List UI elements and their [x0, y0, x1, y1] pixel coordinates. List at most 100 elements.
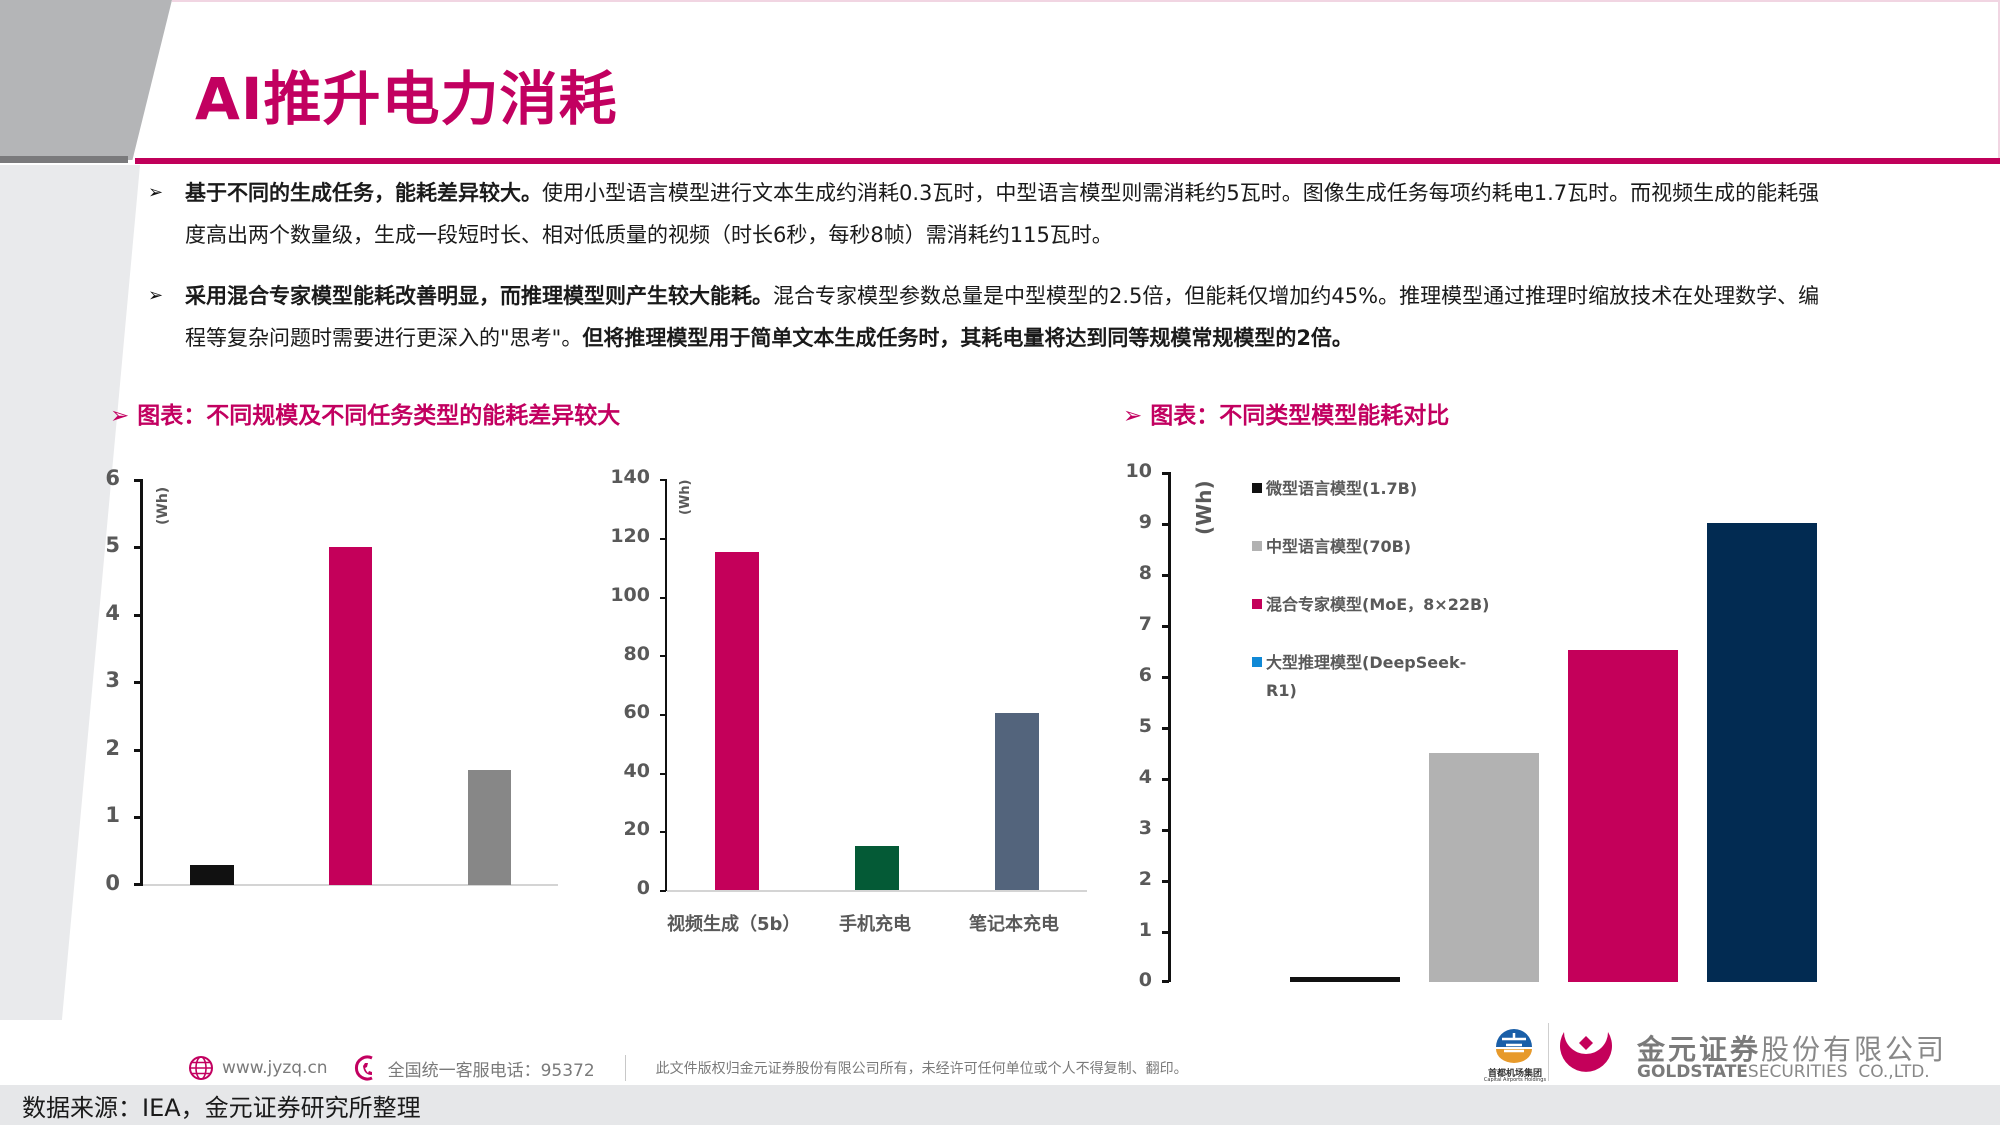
y-tick	[134, 816, 143, 819]
bullet-2-text-line2: 程等复杂问题时需要进行更深入的"思考"。	[185, 326, 583, 350]
bullet-1-text: 使用小型语言模型进行文本生成约消耗0.3瓦时，中型语言模型则需消耗约5瓦时。图像…	[542, 181, 1820, 205]
goldstate-logo-icon	[1560, 1032, 1612, 1072]
bar-small-llm	[190, 865, 234, 885]
bar-moe	[1568, 650, 1678, 982]
y-tick	[660, 714, 666, 716]
bar-image-gen	[468, 770, 511, 885]
y-tick	[1162, 931, 1169, 934]
y-tick-label: 9	[1138, 511, 1152, 533]
bar-phone-charge	[855, 846, 899, 890]
globe-icon	[189, 1056, 213, 1080]
y-tick-label: 60	[623, 701, 650, 723]
y-tick-label: 5	[105, 533, 120, 557]
y-tick-label: 1	[1138, 919, 1152, 941]
plot-area	[667, 479, 1087, 890]
y-tick	[1162, 880, 1169, 883]
bullet-arrow-icon: ➢	[148, 285, 164, 306]
y-tick	[134, 681, 143, 684]
bullet-2-bold: 采用混合专家模型能耗改善明显，而推理模型则产生较大能耗。	[185, 284, 773, 308]
y-tick	[134, 749, 143, 752]
footer-hotline: 全国统一客服电话：95372	[387, 1060, 595, 1081]
y-tick-label: 10	[1125, 460, 1152, 482]
y-tick-label: 140	[610, 466, 650, 488]
chart-title-left: ➢ 图表：不同规模及不同任务类型的能耗差异较大	[110, 403, 621, 429]
bullet-1-bold: 基于不同的生成任务，能耗差异较大。	[185, 181, 542, 205]
company-name-en: GOLDSTATESECURITIES CO.,LTD.	[1637, 1062, 1930, 1082]
chart-task-energy-comparison: 140 120 100 80 60 40 20 0 (Wh) 视频生成（5b） …	[0, 0, 1100, 1020]
partner-logo-cn: 首都机场集团	[1487, 1069, 1542, 1079]
bar-reasoning-model	[1707, 523, 1817, 982]
phone-icon	[354, 1055, 373, 1081]
bar-medium-llm	[329, 547, 372, 885]
y-tick	[660, 538, 666, 540]
partner-logo-en: Capital Airports Holdings	[1483, 1077, 1547, 1083]
y-tick-label: 7	[1138, 613, 1152, 635]
header-gray-line	[0, 156, 128, 163]
y-tick-label: 0	[1138, 969, 1152, 991]
y-tick-label: 5	[1138, 715, 1152, 737]
legend-swatch	[1252, 541, 1262, 551]
bullet-2-text: 混合专家模型参数总量是中型模型的2.5倍，但能耗仅增加约45%。推理模型通过推理…	[773, 284, 1820, 308]
x-label: 手机充电	[839, 914, 911, 935]
legend-item: 中型语言模型(70B)	[1252, 533, 1489, 561]
partner-logo: 首都机场集团 Capital Airports Holdings	[1470, 1025, 1560, 1085]
legend-item: 微型语言模型(1.7B)	[1252, 475, 1489, 503]
y-tick	[134, 546, 143, 549]
bullet-2: ➢ 采用混合专家模型能耗改善明显，而推理模型则产生较大能耗。混合专家模型参数总量…	[148, 275, 1968, 359]
bullet-arrow-icon: ➢	[148, 182, 164, 203]
data-source: 数据来源：IEA，金元证券研究所整理	[22, 1094, 421, 1122]
y-tick	[660, 773, 666, 775]
y-tick-label: 2	[1138, 868, 1152, 890]
bar-laptop-charge	[995, 713, 1039, 890]
bullet-1-text-line2: 度高出两个数量级，生成一段短时长、相对低质量的视频（时长6秒，每秒8帧）需消耗约…	[185, 223, 1113, 247]
y-tick-label: 80	[623, 643, 650, 665]
y-tick	[1162, 829, 1169, 832]
capital-airports-logo-icon	[1496, 1029, 1532, 1063]
bullet-2-bold-line2: 但将推理模型用于简单文本生成任务时，其耗电量将达到同等规模常规模型的2倍。	[582, 326, 1353, 350]
arrow-icon: ➢	[1123, 403, 1143, 429]
company-name-cn: 金元证券股份有限公司	[1637, 1033, 1948, 1066]
bullet-1: ➢ 基于不同的生成任务，能耗差异较大。使用小型语言模型进行文本生成约消耗0.3瓦…	[148, 172, 1968, 256]
bar-video-gen	[715, 552, 759, 890]
chart-title-right: ➢ 图表：不同类型模型能耗对比	[1123, 403, 1450, 429]
legend-swatch	[1252, 483, 1262, 493]
header-frame	[172, 0, 2000, 158]
y-tick-label: 100	[610, 584, 650, 606]
y-tick-label: 40	[623, 760, 650, 782]
y-tick	[660, 655, 666, 657]
y-tick	[1162, 472, 1169, 475]
y-tick-label: 0	[105, 871, 120, 895]
y-tick	[1162, 574, 1169, 577]
footer-contact: www.jyzq.cn 全国统一客服电话：95372 此文件版权归金元证券股份有…	[188, 1055, 1188, 1081]
bar-medium-llm	[1429, 753, 1539, 982]
legend-swatch	[1252, 657, 1262, 667]
legend: 微型语言模型(1.7B) 中型语言模型(70B) 混合专家模型(MoE，8×22…	[1252, 475, 1489, 705]
y-tick-label: 3	[105, 668, 120, 692]
y-tick	[1162, 980, 1169, 983]
y-tick	[134, 479, 143, 482]
chart-model-scale-energy: 6 5 4 3 2 1 0 (Wh) 小型语言模型（9B） 中型语言模型（70B…	[0, 0, 600, 1020]
y-tick-label: 6	[105, 466, 120, 490]
y-tick	[660, 890, 666, 892]
x-label: 视频生成（5b）	[667, 914, 801, 935]
y-tick	[1162, 676, 1169, 679]
x-axis-baseline	[667, 890, 1087, 892]
page-title: AI推升电力消耗	[195, 65, 618, 133]
y-tick-label: 6	[1138, 664, 1152, 686]
y-tick-label: 2	[105, 736, 120, 760]
y-tick	[134, 614, 143, 617]
footer	[0, 1020, 2000, 1085]
legend-item: 混合专家模型(MoE，8×22B)	[1252, 591, 1489, 619]
y-tick	[1162, 523, 1169, 526]
y-tick-label: 4	[105, 601, 120, 625]
y-tick	[660, 597, 666, 599]
footer-website[interactable]: www.jyzq.cn	[222, 1058, 328, 1078]
x-label: 笔记本充电	[969, 914, 1059, 935]
legend-swatch	[1252, 599, 1262, 609]
footer-copyright: 此文件版权归金元证券股份有限公司所有，未经许可任何单位或个人不得复制、翻印。	[655, 1061, 1188, 1077]
y-tick	[1162, 727, 1169, 730]
y-tick-label: 1	[105, 803, 120, 827]
y-tick-label: 8	[1138, 562, 1152, 584]
source-strip	[0, 1085, 2000, 1125]
y-tick	[660, 831, 666, 833]
